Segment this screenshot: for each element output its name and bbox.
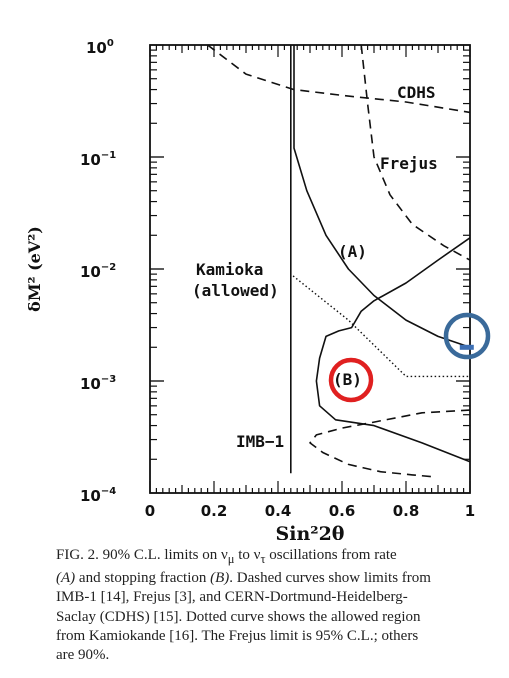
series-line-3 — [290, 45, 470, 378]
annotation-frejus: Frejus — [380, 154, 438, 173]
highlight-circle-red — [328, 357, 374, 403]
series-line-1 — [360, 44, 471, 261]
y-tick-label: 10−4 — [80, 486, 116, 505]
series-line-0 — [207, 44, 471, 114]
x-tick-label: 0.2 — [201, 502, 228, 520]
x-tick-label: 0.8 — [393, 502, 420, 520]
series-line-6 — [315, 237, 471, 463]
oscillation-limit-chart: 100 10−1 10−2 10−3 10−4 0 0.2 0.4 0.6 0.… — [25, 38, 491, 540]
caption-line: (A) and stopping fraction (B). Dashed cu… — [56, 570, 431, 587]
data-marker — [459, 344, 474, 350]
caption-line: IMB-1 [14], Frejus [3], and CERN-Dortmun… — [56, 589, 408, 606]
x-tick-label: 0.6 — [329, 502, 356, 520]
x-tick-label: 0.4 — [265, 502, 292, 520]
x-tick-label: 1 — [465, 502, 475, 520]
curves — [207, 44, 471, 478]
y-axis-title: δM² (eV²) — [25, 226, 44, 312]
annotation-imb1: IMB−1 — [236, 432, 284, 451]
highlight-circle-blue — [443, 312, 491, 360]
series-line-2 — [309, 409, 471, 478]
y-tick-label: 10−3 — [80, 374, 116, 393]
annotation-cdhs: CDHS — [397, 83, 436, 102]
caption-line: from Kamiokande [16]. The Frejus limit i… — [56, 627, 419, 644]
caption-line: FIG. 2. 90% C.L. limits on νμ to ντ osci… — [56, 547, 397, 566]
x-tick-label: 0 — [145, 502, 155, 520]
y-tick-label: 10−1 — [80, 150, 116, 169]
axis-ticks — [149, 44, 471, 494]
series-line-4 — [293, 45, 471, 349]
figure-caption: FIG. 2. 90% C.L. limits on νμ to ντ osci… — [56, 546, 506, 665]
annotation-kamioka: Kamioka — [196, 260, 263, 279]
caption-line: are 90%. — [56, 647, 110, 664]
annotation-allowed: (allowed) — [192, 281, 279, 300]
y-tick-label: 100 — [86, 38, 114, 57]
caption-line: Saclay (CDHS) [15]. Dotted curve shows t… — [56, 608, 421, 625]
y-tick-label: 10−2 — [80, 262, 116, 281]
annotation-b: (B) — [333, 370, 362, 389]
annotation-a: (A) — [338, 242, 367, 261]
x-axis-title: Sin²2θ — [276, 523, 345, 540]
